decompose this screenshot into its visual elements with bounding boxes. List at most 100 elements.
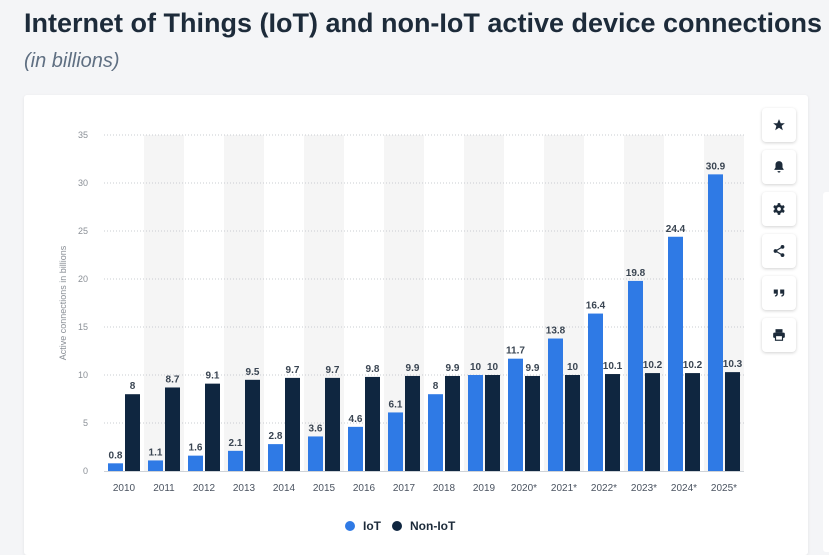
data-label-iot: 4.6	[349, 414, 363, 425]
data-label-iot: 10	[470, 362, 482, 373]
bar-iot[interactable]	[108, 463, 123, 471]
x-tick-label: 2021*	[551, 483, 577, 494]
data-label-non-iot: 9.5	[246, 367, 260, 378]
data-label-non-iot: 8	[130, 381, 136, 392]
bar-iot[interactable]	[708, 174, 723, 472]
settings-button[interactable]	[762, 192, 796, 226]
bar-non-iot[interactable]	[645, 373, 660, 471]
x-tick-label: 2016	[353, 483, 376, 494]
x-tick-label: 2025*	[711, 483, 737, 494]
x-tick-label: 2017	[393, 483, 416, 494]
bar-non-iot[interactable]	[365, 376, 380, 471]
data-label-iot: 19.8	[626, 268, 646, 279]
y-tick-label: 35	[78, 130, 88, 140]
y-tick-label: 20	[78, 274, 88, 284]
x-tick-label: 2024*	[671, 483, 697, 494]
x-tick-label: 2014	[273, 483, 296, 494]
share-button[interactable]	[762, 234, 796, 268]
bar-non-iot[interactable]	[125, 394, 140, 471]
bar-non-iot[interactable]	[725, 372, 740, 471]
data-label-iot: 2.1	[229, 438, 243, 449]
data-label-non-iot: 9.7	[326, 365, 340, 376]
data-label-non-iot: 10.1	[603, 361, 623, 372]
gear-icon	[773, 203, 785, 215]
bar-iot[interactable]	[548, 338, 563, 471]
data-label-non-iot: 9.7	[286, 365, 300, 376]
data-label-non-iot: 10.2	[683, 360, 703, 371]
data-label-non-iot: 10.3	[723, 359, 743, 370]
y-axis-ticks: 0 5 10 15 20 25 30 35	[78, 130, 88, 476]
y-tick-label: 5	[83, 418, 88, 428]
page-subtitle: (in billions)	[24, 50, 120, 72]
legend: IoT Non-IoT	[345, 519, 456, 533]
legend-marker[interactable]	[345, 521, 355, 531]
bar-iot[interactable]	[628, 280, 643, 471]
side-panel-edge	[823, 192, 829, 552]
share-icon	[773, 245, 785, 257]
data-label-non-iot: 10	[567, 362, 579, 373]
data-label-iot: 24.4	[666, 224, 686, 235]
bar-iot[interactable]	[188, 455, 203, 471]
bar-non-iot[interactable]	[405, 375, 420, 471]
x-tick-label: 2010	[113, 483, 136, 494]
bar-iot[interactable]	[508, 358, 523, 471]
x-tick-label: 2020*	[511, 483, 537, 494]
cite-button[interactable]	[762, 276, 796, 310]
x-tick-label: 2012	[193, 483, 216, 494]
data-label-iot: 6.1	[389, 399, 403, 410]
bar-iot[interactable]	[228, 450, 243, 471]
y-tick-label: 30	[78, 178, 88, 188]
bar-non-iot[interactable]	[245, 379, 260, 471]
data-label-iot: 3.6	[309, 423, 323, 434]
bar-iot[interactable]	[308, 436, 323, 471]
data-label-non-iot: 9.9	[406, 363, 420, 374]
bar-non-iot[interactable]	[605, 374, 620, 471]
bar-iot[interactable]	[668, 236, 683, 471]
x-tick-label: 2019	[473, 483, 496, 494]
bar-non-iot[interactable]	[205, 383, 220, 471]
data-label-non-iot: 10.2	[643, 360, 663, 371]
legend-label[interactable]: IoT	[363, 519, 382, 533]
x-tick-label: 2023*	[631, 483, 657, 494]
data-label-non-iot: 9.8	[366, 364, 380, 375]
data-label-iot: 30.9	[706, 161, 726, 172]
bar-non-iot[interactable]	[325, 377, 340, 471]
quote-icon	[773, 289, 785, 297]
bar-non-iot[interactable]	[685, 373, 700, 471]
bars: 0.8 8 1.1 8.7 1.6 9.1 2.1 9.5 2.8 9.7 3.6 9.7 4.6 9.8…	[108, 161, 743, 472]
bar-iot[interactable]	[468, 375, 483, 471]
data-label-iot: 16.4	[586, 301, 606, 312]
page-title: Internet of Things (IoT) and non-IoT act…	[24, 8, 823, 38]
legend-marker[interactable]	[392, 521, 402, 531]
bar-iot[interactable]	[588, 313, 603, 471]
data-label-non-iot: 9.9	[446, 363, 460, 374]
y-axis-label: Active connections in billions	[58, 245, 68, 360]
data-label-iot: 2.8	[269, 431, 283, 442]
y-tick-label: 15	[78, 322, 88, 332]
x-tick-label: 2022*	[591, 483, 617, 494]
bar-non-iot[interactable]	[445, 375, 460, 471]
print-button[interactable]	[762, 318, 796, 352]
bar-iot[interactable]	[428, 394, 443, 471]
bar-non-iot[interactable]	[485, 375, 500, 471]
bar-iot[interactable]	[348, 426, 363, 471]
data-label-iot: 1.1	[149, 447, 163, 458]
bar-iot[interactable]	[388, 412, 403, 471]
notification-button[interactable]	[762, 150, 796, 184]
bar-non-iot[interactable]	[165, 387, 180, 471]
bar-iot[interactable]	[268, 444, 283, 471]
data-label-iot: 8	[433, 381, 439, 392]
y-tick-label: 0	[83, 466, 88, 476]
x-axis-ticks: 2010 2011 2012 2013 2014 2015 2016 2017 2018 2019…	[113, 483, 737, 494]
x-tick-label: 2011	[153, 483, 175, 494]
y-tick-label: 10	[78, 370, 88, 380]
bar-non-iot[interactable]	[525, 375, 540, 471]
bar-non-iot[interactable]	[285, 377, 300, 471]
bar-iot[interactable]	[148, 460, 163, 471]
data-label-non-iot: 8.7	[166, 374, 180, 385]
legend-label[interactable]: Non-IoT	[410, 519, 456, 533]
favorite-button[interactable]	[762, 108, 796, 142]
y-tick-label: 25	[78, 226, 88, 236]
bar-non-iot[interactable]	[565, 375, 580, 471]
